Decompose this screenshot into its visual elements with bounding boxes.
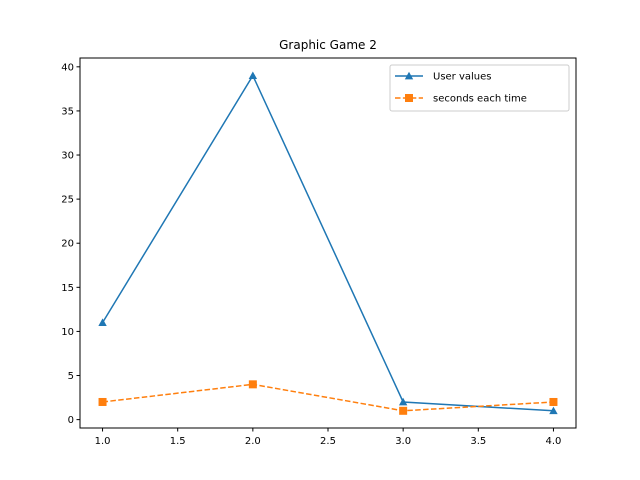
y-tick-label: 5: [68, 371, 74, 382]
y-tick-label: 0: [68, 415, 74, 426]
y-tick-label: 25: [61, 195, 74, 206]
series-line: [102, 383, 554, 412]
x-tick-label: 1.0: [95, 436, 111, 447]
y-tick-label: 15: [61, 283, 74, 294]
data-point: [549, 406, 558, 415]
data-point: [98, 318, 107, 326]
plot-frame: [79, 57, 577, 429]
y-tick-label: 40: [61, 62, 74, 73]
legend-item: seconds each time: [395, 94, 527, 105]
legend-label: seconds each time: [433, 94, 527, 105]
x-tick-label: 3.0: [395, 436, 411, 447]
x-axis: 1.0 1.5 2.0 2.5 3.0 3.5 4.0: [95, 428, 562, 447]
series-2: [98, 380, 558, 415]
legend-label: User values: [433, 72, 492, 83]
plot-series: [98, 71, 558, 415]
x-tick-label: 1.5: [170, 436, 186, 447]
data-point: [248, 71, 258, 80]
legend-marker: [404, 71, 414, 80]
y-tick-label: 10: [61, 327, 74, 338]
x-tick-label: 4.0: [546, 436, 562, 447]
data-point: [549, 397, 558, 406]
chart-title: Graphic Game 2: [279, 38, 377, 52]
legend-item: User values: [395, 72, 492, 83]
legend-box: [389, 64, 570, 112]
y-tick-label: 20: [61, 239, 74, 250]
y-axis: 0 5 10 15 20 25 30 35 40: [61, 62, 80, 426]
data-point: [98, 397, 107, 406]
legend-marker: [405, 94, 413, 102]
x-tick-label: 2.5: [320, 436, 336, 447]
data-point: [398, 397, 408, 406]
y-tick-label: 35: [61, 106, 74, 117]
data-point: [248, 380, 257, 389]
y-tick-label: 30: [61, 151, 74, 162]
legend: User values seconds each time: [389, 64, 570, 112]
x-tick-label: 3.5: [470, 436, 486, 447]
data-point: [399, 406, 408, 415]
x-tick-label: 2.0: [245, 436, 261, 447]
